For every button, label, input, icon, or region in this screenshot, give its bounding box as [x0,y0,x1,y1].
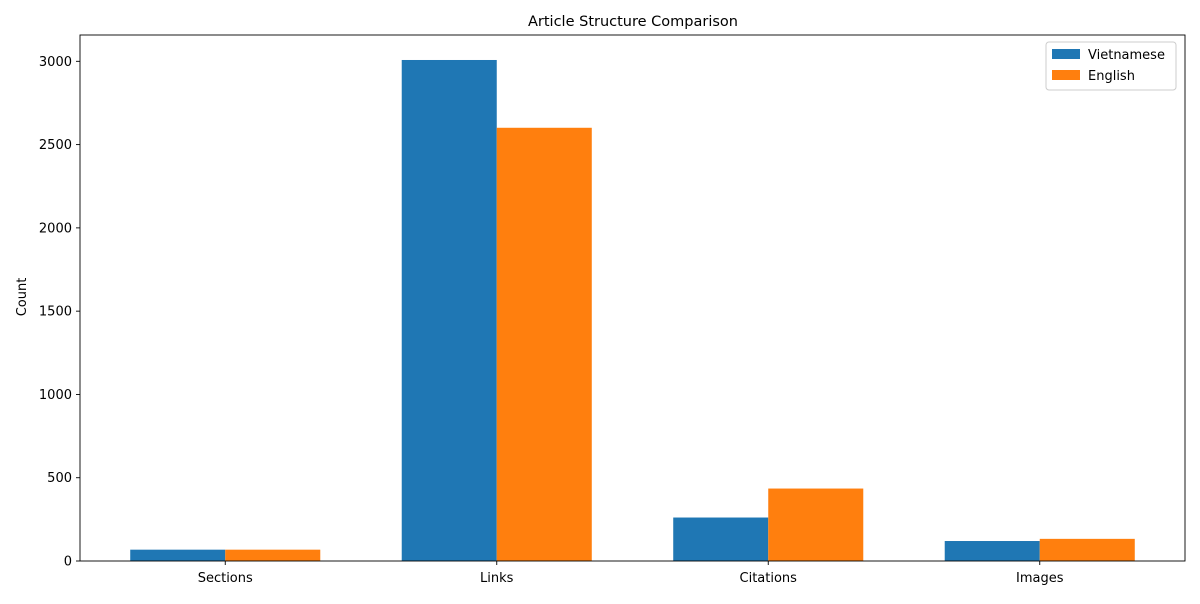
legend-label-english: English [1088,69,1135,84]
legend-swatch-vietnamese [1052,49,1080,59]
bar-english-sections [225,549,321,561]
bar-vietnamese-sections [130,549,226,561]
bar-vietnamese-links [401,59,497,562]
y-tick-label: 3000 [39,55,72,70]
plot-area: 0 500 1000 1500 2000 2500 3000 Sections Links Cit… [39,34,1186,586]
bar-vietnamese-citations [673,517,769,561]
x-tick-label: Citations [740,571,798,586]
y-tick-label: 1000 [39,388,72,403]
bar-english-links [496,127,592,562]
legend: Vietnamese English [1045,41,1177,91]
y-tick-label: 0 [64,555,72,570]
legend-label-vietnamese: Vietnamese [1088,48,1165,63]
y-tick-label: 2500 [39,138,72,153]
chart-title: Article Structure Comparison [528,14,738,30]
x-tick-label: Links [480,571,514,586]
y-tick-label: 500 [47,471,72,486]
bar-vietnamese-images [944,541,1040,561]
y-tick-label: 2000 [39,221,72,236]
x-tick-label: Sections [198,571,253,586]
bar-english-citations [768,488,864,561]
bar-english-images [1039,538,1135,561]
legend-swatch-english [1052,70,1080,80]
y-axis-label: Count [15,278,30,317]
y-tick-label: 1500 [39,305,72,320]
axes-frame [79,34,1186,562]
x-tick-label: Images [1016,571,1064,586]
